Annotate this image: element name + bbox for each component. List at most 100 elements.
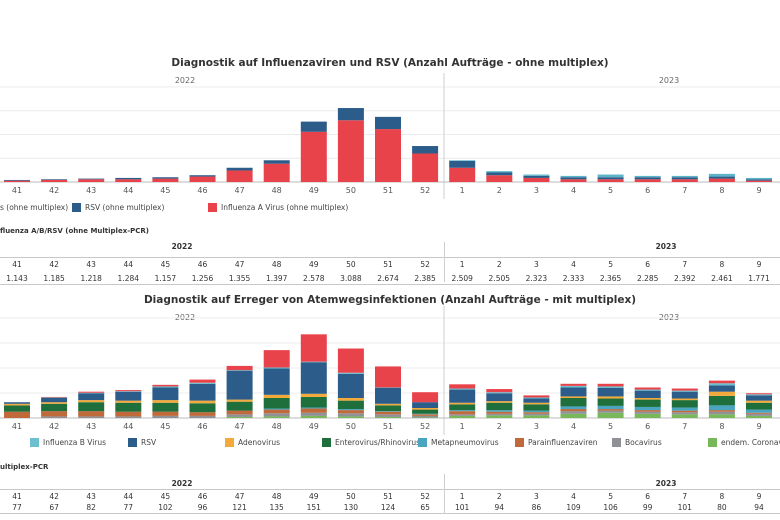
chart2-bar-segment <box>41 416 68 418</box>
chart1-bar-segment <box>634 175 661 178</box>
chart1-bar-segment <box>78 178 105 180</box>
chart2-bar-segment <box>226 401 253 411</box>
chart2-bar-segment <box>597 410 624 413</box>
chart1-title: Diagnostik auf Influenzaviren und RSV (A… <box>171 57 609 69</box>
chart2-bar-segment <box>634 390 661 398</box>
chart2-bar-segment <box>671 400 698 408</box>
table1-value: 2.392 <box>674 274 696 283</box>
chart1-bar-segment <box>41 179 68 182</box>
table2-value: 86 <box>531 503 542 512</box>
chart2-bar-segment <box>708 405 735 411</box>
table1-week: 5 <box>608 260 613 269</box>
table1-value: 2.333 <box>562 274 585 283</box>
chart1-tick-label: 51 <box>383 186 393 195</box>
table2-value: 101 <box>455 503 470 512</box>
chart2-bar-segment <box>375 411 401 415</box>
table2-value: 96 <box>197 503 208 512</box>
chart1-bar-segment <box>41 179 68 180</box>
chart2-bar-segment <box>78 392 105 394</box>
chart2-bar-segment <box>449 414 476 416</box>
chart2-tick-label: 44 <box>123 422 133 431</box>
chart1-bar-segment <box>486 171 513 173</box>
chart2-tick-label: 3 <box>534 422 539 431</box>
chart2-legend-item: endem. Coronaviren <box>708 438 780 447</box>
chart1-bar-segment <box>523 175 550 178</box>
table1-week: 4 <box>571 260 576 269</box>
chart1-bar-segment <box>263 160 290 164</box>
chart2-bar-segment <box>523 404 550 411</box>
chart2-legend-label: Bocavirus <box>625 438 662 447</box>
chart2-bar-segment <box>449 415 476 418</box>
chart1-legend-item: Influenza A Virus (ohne multiplex) <box>208 203 348 212</box>
chart2-bar-segment <box>4 405 30 412</box>
chart1-bar-segment <box>189 175 216 177</box>
table1-week: 3 <box>534 260 539 269</box>
chart2-bar-segment <box>449 411 476 415</box>
chart1-bar-segment <box>597 179 624 182</box>
chart1-tick-label: 8 <box>719 186 724 195</box>
chart2-bar-segment <box>708 383 735 386</box>
table2-week: 1 <box>459 492 465 501</box>
chart2-bar-segment <box>337 398 364 401</box>
chart2-bar-segment <box>449 402 476 405</box>
chart1-bar-segment <box>671 177 698 180</box>
chart2-bar-segment <box>300 361 327 363</box>
chart2-bar-segment <box>152 387 179 401</box>
chart2-bar-segment <box>449 388 476 390</box>
chart2-bar-segment <box>115 400 142 403</box>
chart2-bar-segment <box>4 403 30 406</box>
chart2-bar-segment <box>189 383 216 401</box>
table2-week: 50 <box>346 492 356 501</box>
chart2-bar-segment <box>560 383 587 386</box>
chart1-legend-swatch <box>72 203 81 212</box>
chart2-bar-segment <box>634 398 661 400</box>
chart2-bar-segment <box>560 398 587 407</box>
chart1-tick-label: 7 <box>682 186 687 195</box>
chart1-tick-label: 4 <box>571 186 576 195</box>
chart2-bar-segment <box>300 393 327 397</box>
chart2-bar-segment <box>115 416 142 418</box>
chart1-bar-segment <box>337 108 364 121</box>
chart2-bar-segment <box>746 415 772 418</box>
table2-week: 41 <box>12 492 22 501</box>
table1-value: 1.157 <box>154 274 177 283</box>
chart2-bar-segment <box>78 393 105 401</box>
chart2-legend-label: Influenza B Virus <box>43 438 107 447</box>
chart2-bar-segment <box>634 399 661 407</box>
chart2-bar-segment <box>708 391 735 396</box>
chart2-legend-swatch <box>612 438 621 447</box>
chart2-bar-segment <box>115 411 142 417</box>
chart2-legend-item: RSV <box>128 438 156 447</box>
table2-value: 99 <box>642 503 653 512</box>
chart1-bar-segment <box>486 175 513 182</box>
table1-week: 1 <box>459 260 465 269</box>
chart2-tick-label: 46 <box>197 422 207 431</box>
chart2-legend-item: Enterovirus/Rhinovirus <box>322 438 420 447</box>
chart2-legend-swatch <box>515 438 524 447</box>
chart2-tick-label: 49 <box>309 422 319 431</box>
chart1-bar-segment <box>449 160 476 168</box>
chart2-bar-segment <box>412 402 439 408</box>
chart2-bar-segment <box>263 350 290 368</box>
chart2-bar-segment <box>412 417 439 418</box>
table2-value: 101 <box>677 503 692 512</box>
chart2-tick-label: 2 <box>497 422 502 431</box>
table2-week: 7 <box>682 492 688 501</box>
chart2-plot: 41 42 43 44 45 46 47 48 49 50 51 52 1 2 3 4 5 6 7 8 9 <box>0 306 780 435</box>
chart2-legend-item: Parainfluenzaviren <box>515 438 598 447</box>
chart1-tick-label: 44 <box>123 186 133 195</box>
chart2-bar-segment <box>523 397 550 399</box>
chart2-bar-segment <box>486 413 513 416</box>
chart1-legend-item: s (ohne multiplex) <box>0 203 68 212</box>
table2-value: 94 <box>494 503 505 512</box>
table2-week: 46 <box>197 492 208 501</box>
table1-value: 3.088 <box>340 274 362 283</box>
chart2-bar-segment <box>115 391 142 392</box>
chart2-bar-segment <box>115 390 142 392</box>
chart2-bar-segment <box>226 399 253 402</box>
table1-year-2023: 2023 <box>655 242 677 251</box>
table1-value: 1.185 <box>43 274 65 283</box>
table1-week: 46 <box>197 260 208 269</box>
table2-value: 102 <box>158 503 173 512</box>
chart2-bar-segment <box>41 397 68 398</box>
